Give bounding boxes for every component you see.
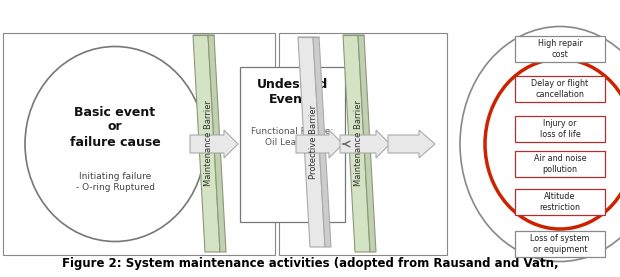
- FancyBboxPatch shape: [515, 116, 605, 142]
- Text: Maintenance Barrier: Maintenance Barrier: [354, 101, 363, 186]
- Text: Injury or
loss of life: Injury or loss of life: [539, 119, 580, 139]
- Text: High repair
cost: High repair cost: [538, 39, 582, 59]
- Text: Maintenance Barrier: Maintenance Barrier: [204, 101, 213, 186]
- FancyBboxPatch shape: [515, 231, 605, 257]
- FancyBboxPatch shape: [3, 33, 275, 255]
- Text: Figure 2: System maintenance activities (adopted from Rausand and Vatn,: Figure 2: System maintenance activities …: [61, 257, 559, 270]
- Text: Loss of system
or equipment: Loss of system or equipment: [530, 234, 590, 254]
- Text: Delay or flight
cancellation: Delay or flight cancellation: [531, 79, 588, 99]
- Text: Protective Barrier: Protective Barrier: [309, 105, 318, 179]
- Polygon shape: [298, 37, 325, 247]
- Polygon shape: [340, 130, 390, 158]
- Polygon shape: [190, 130, 238, 158]
- FancyBboxPatch shape: [279, 33, 447, 255]
- FancyBboxPatch shape: [515, 36, 605, 62]
- Polygon shape: [358, 35, 376, 252]
- Polygon shape: [388, 130, 435, 158]
- Polygon shape: [343, 35, 370, 252]
- Polygon shape: [313, 37, 331, 247]
- Ellipse shape: [460, 27, 620, 261]
- Text: Initiating failure
- O-ring Ruptured: Initiating failure - O-ring Ruptured: [76, 172, 154, 192]
- Text: Altitude
restriction: Altitude restriction: [539, 192, 580, 212]
- Polygon shape: [296, 130, 343, 158]
- FancyBboxPatch shape: [515, 76, 605, 102]
- FancyBboxPatch shape: [240, 67, 345, 222]
- Polygon shape: [208, 35, 226, 252]
- Text: Basic event
or
failure cause: Basic event or failure cause: [69, 106, 161, 148]
- FancyBboxPatch shape: [515, 151, 605, 177]
- Polygon shape: [193, 35, 220, 252]
- Text: Air and noise
pollution: Air and noise pollution: [534, 154, 587, 174]
- Text: Functional Failure:
Oil Leakage: Functional Failure: Oil Leakage: [251, 127, 333, 147]
- Ellipse shape: [485, 59, 620, 229]
- FancyBboxPatch shape: [515, 189, 605, 215]
- Ellipse shape: [25, 47, 205, 242]
- Text: Undesired
Events: Undesired Events: [257, 78, 327, 106]
